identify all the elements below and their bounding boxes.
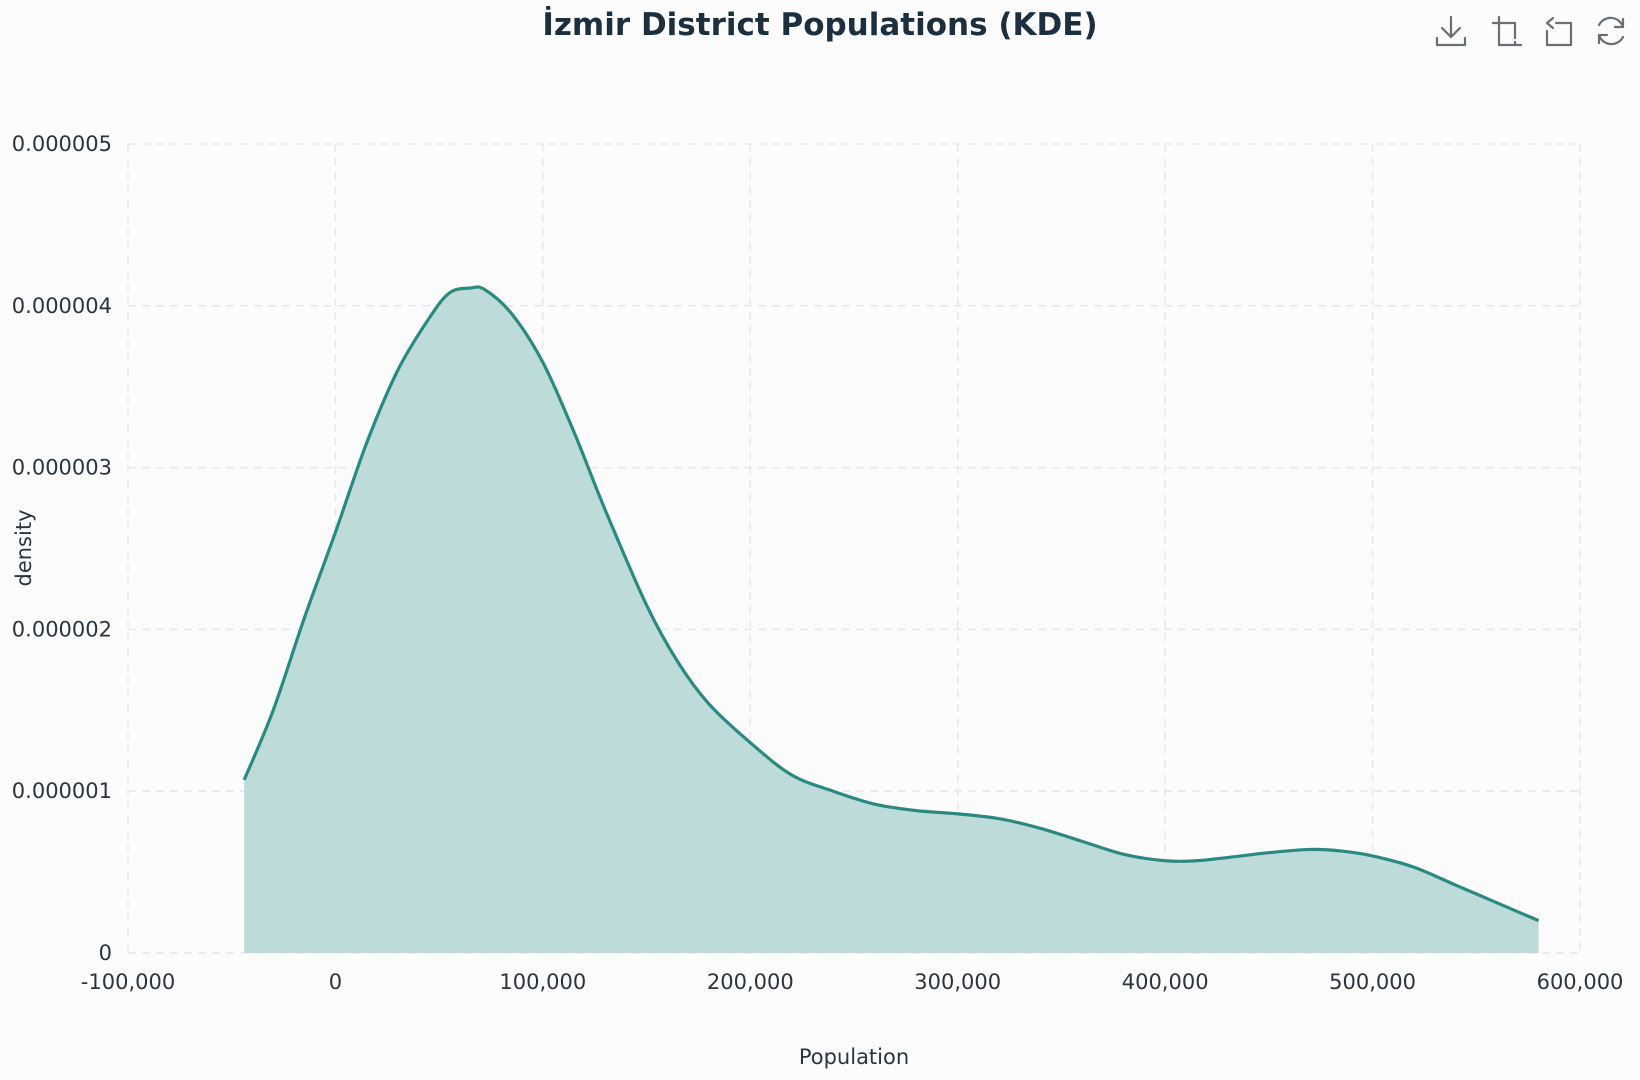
x-axis-label: Population (799, 1045, 909, 1069)
x-tick-label: 200,000 (707, 970, 794, 994)
x-tick-label: 500,000 (1329, 970, 1416, 994)
x-axis-ticks: -100,000 0 100,000 200,000 300,000 400,000 500… (81, 970, 1624, 994)
y-axis-ticks: 0 0.000001 0.000002 0.000003 0.000004 0.00000… (12, 132, 112, 965)
zoom-select-icon[interactable] (1490, 14, 1524, 48)
y-tick-label: 0.000004 (12, 294, 112, 318)
density-fill (244, 286, 1539, 953)
y-tick-label: 0.000003 (12, 456, 112, 480)
x-tick-label: 400,000 (1122, 970, 1209, 994)
y-tick-label: 0.000005 (12, 132, 112, 156)
x-tick-label: 300,000 (914, 970, 1001, 994)
y-axis-label: density (12, 510, 36, 587)
y-tick-label: 0.000001 (12, 779, 112, 803)
toolbar (1434, 14, 1628, 48)
x-tick-label: 100,000 (499, 970, 586, 994)
x-tick-label: -100,000 (81, 970, 175, 994)
y-tick-label: 0 (99, 941, 112, 965)
refresh-icon[interactable] (1594, 14, 1628, 48)
chart-title: İzmir District Populations (KDE) (542, 7, 1097, 43)
density-line (242, 285, 1540, 923)
y-tick-label: 0.000002 (12, 617, 112, 641)
x-tick-label: 0 (329, 970, 342, 994)
x-tick-label: 600,000 (1537, 970, 1624, 994)
download-icon[interactable] (1434, 14, 1468, 48)
density-area (242, 285, 1540, 953)
zoom-reset-icon[interactable] (1542, 14, 1576, 48)
